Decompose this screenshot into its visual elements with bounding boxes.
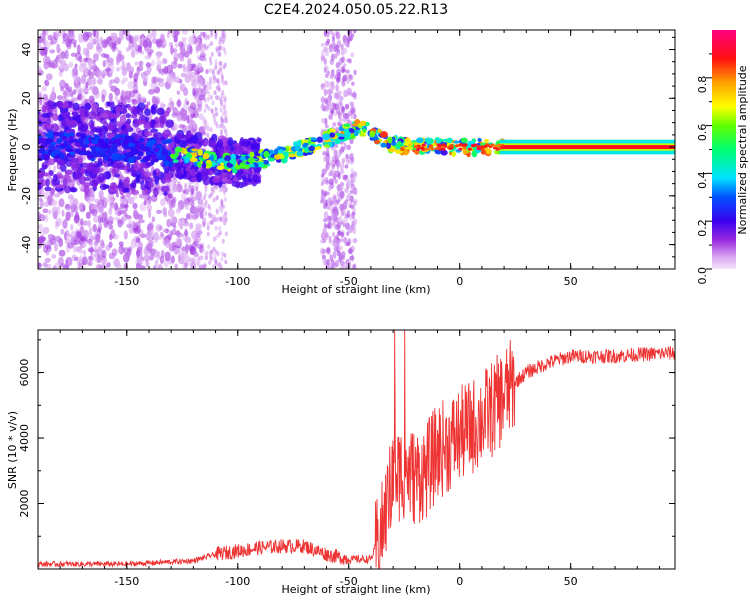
snr-x-tick-label: -150 [114, 575, 139, 588]
spectrogram-x-tick-label: 0 [456, 275, 463, 288]
snr-y-tick-label: 4000 [18, 424, 31, 452]
snr-y-axis-label: SNR (10 * v/v) [6, 411, 19, 489]
spectrogram-ridge [38, 118, 508, 174]
spectrogram-x-tick-label: -100 [225, 275, 250, 288]
spectrogram-y-tick-label: 20 [20, 91, 33, 105]
snr-y-tick-label: 6000 [18, 359, 31, 387]
colorbar-tick-label: 0.2 [696, 219, 709, 237]
snr-plot-area [38, 330, 675, 569]
snr-y-tick-label: 2000 [18, 490, 31, 518]
snr-x-tick-label: -50 [340, 575, 358, 588]
colorbar-ticks: 0.0 0.2 0.4 0.6 0.8 [696, 53, 712, 285]
snr-x-tick-label: 50 [564, 575, 578, 588]
spectrogram-y-tick-label: -20 [20, 187, 33, 205]
snr-x-tick-label: 0 [456, 575, 463, 588]
colorbar-tick-label: 0.0 [696, 267, 709, 285]
colorbar-gradient [712, 30, 736, 269]
spectrogram-x-tick-label: -150 [114, 275, 139, 288]
colorbar-tick-label: 0.6 [696, 124, 709, 142]
spectrogram-y-tick-label: 40 [20, 43, 33, 57]
snr-frame [37, 329, 676, 570]
snr-ticks: -150 -100 -50 0 50 2000 4000 6000 [18, 330, 675, 588]
spectrogram-x-tick-label: -50 [340, 275, 358, 288]
snr-panel: -150 -100 -50 0 50 2000 4000 6000 Height of str… [6, 329, 676, 596]
snr-x-axis-label: Height of straight line (km) [281, 583, 430, 596]
spectrogram-y-tick-label: -40 [20, 236, 33, 254]
spectrogram-x-tick-label: 50 [564, 275, 578, 288]
spectrogram-y-axis-label: Frequency (Hz) [6, 109, 19, 192]
chart-title: C2E4.2024.050.05.22.R13 [264, 2, 448, 18]
colorbar-tick-label: 0.8 [696, 76, 709, 94]
spectrogram-heatmap [38, 30, 675, 269]
spectrogram-frame [37, 29, 676, 270]
spectrogram-x-axis-label: Height of straight line (km) [281, 283, 430, 296]
spectrogram-ticks: -150 -100 -50 0 50 -40 -20 0 20 40 [20, 30, 675, 288]
spectrogram-y-tick-label: 0 [20, 144, 33, 151]
colorbar: 0.0 0.2 0.4 0.6 0.8 Normalized spectral ampl… [696, 30, 749, 285]
colorbar-tick-label: 0.4 [696, 171, 709, 189]
spectrogram-panel: -150 -100 -50 0 50 -40 -20 0 20 40 Height of stra… [6, 29, 676, 296]
spectrogram-stable-line [413, 139, 675, 155]
snr-x-tick-label: -100 [225, 575, 250, 588]
colorbar-label: Normalized spectral amplitude [736, 65, 749, 234]
snr-series-line [38, 330, 675, 569]
